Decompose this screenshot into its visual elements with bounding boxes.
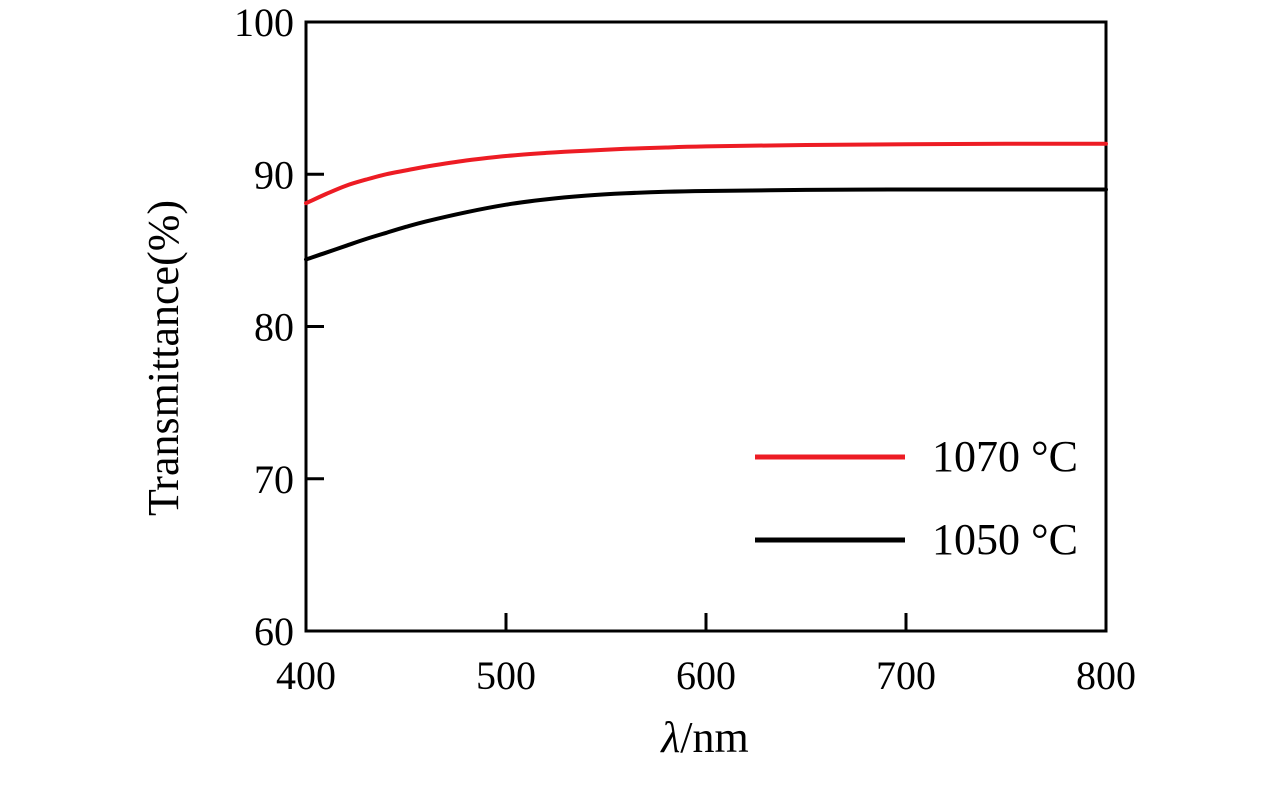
y-axis-tick-labels: 60 70 80 90 100 [234, 0, 294, 654]
x-tick-label: 800 [1076, 653, 1136, 698]
series-curve-1050 [304, 187, 1108, 262]
y-tick-label: 100 [234, 0, 294, 45]
data-series [304, 141, 1108, 262]
y-axis-title: Transmittance(%) [139, 200, 188, 516]
x-tick-label: 400 [276, 653, 336, 698]
x-axis-tick-labels: 400 500 600 700 800 [276, 653, 1136, 698]
legend-label-1050: 1050 °C [932, 515, 1078, 564]
legend-label-1070: 1070 °C [932, 432, 1078, 481]
y-tick-label: 70 [254, 457, 294, 502]
x-tick-label: 600 [676, 653, 736, 698]
y-tick-label: 60 [254, 609, 294, 654]
series-curve-1070 [304, 141, 1108, 206]
x-tick-label: 700 [876, 653, 936, 698]
y-tick-label: 90 [254, 152, 294, 197]
x-axis-ticks [504, 613, 908, 631]
legend: 1070 °C 1050 °C [755, 432, 1078, 564]
x-tick-label: 500 [476, 653, 536, 698]
x-axis-title: λ/nm [659, 713, 749, 762]
y-axis-ticks [306, 172, 324, 481]
y-tick-label: 80 [254, 305, 294, 350]
